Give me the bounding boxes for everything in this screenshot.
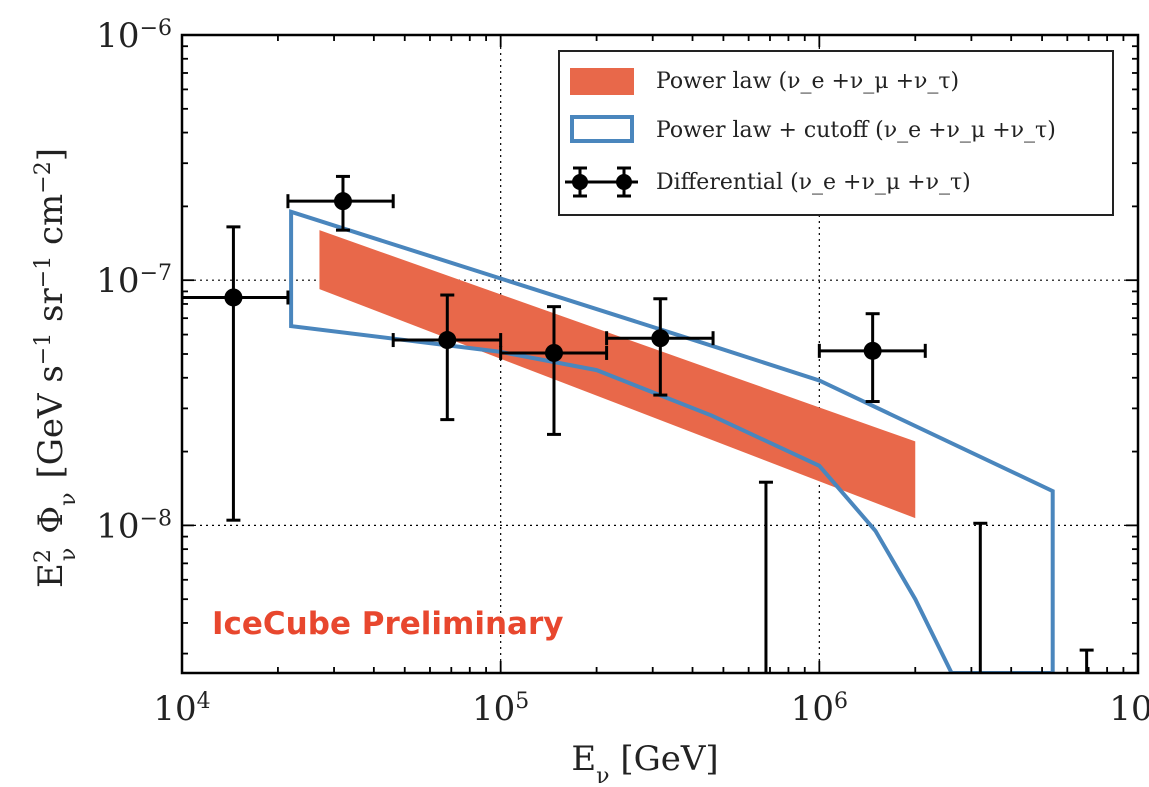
data-point — [605, 297, 715, 397]
legend-box — [558, 50, 1114, 216]
legend-label-power-law: Power law (ν_e +ν_μ +ν_τ) — [656, 69, 959, 94]
x-tick-label: 104 — [153, 689, 210, 730]
upper-limit — [973, 521, 988, 673]
y-tick-label: 10−8 — [96, 506, 172, 547]
y-tick-label: 10−6 — [96, 16, 172, 57]
power-law-band — [319, 230, 916, 519]
tick-labels: 104 105 106 107 10−8 10−7 10−6 — [96, 16, 1149, 730]
x-tick-label: 106 — [791, 689, 848, 730]
differential-points — [182, 174, 1094, 673]
legend-label-differential: Differential (ν_e +ν_μ +ν_τ) — [656, 170, 971, 195]
legend: Power law (ν_e +ν_μ +ν_τ) Power law + cu… — [558, 50, 1114, 216]
point-marker — [438, 331, 457, 350]
point-marker — [863, 341, 882, 360]
legend-label-power-law-cutoff: Power law + cutoff (ν_e +ν_μ +ν_τ) — [656, 118, 1056, 143]
data-point — [286, 174, 395, 232]
icecube-preliminary-annotation: IceCube Preliminary — [212, 606, 563, 642]
data-point — [817, 312, 927, 404]
upper-limit — [758, 480, 773, 673]
legend-swatch-differential — [565, 166, 638, 198]
point-marker — [333, 192, 352, 211]
y-axis-label: E2νΦν[GeV s−1 sr−1 cm−2] — [31, 148, 81, 588]
x-tick-label: 105 — [472, 689, 529, 730]
point-marker — [224, 288, 243, 307]
data-point — [499, 305, 609, 436]
axis-ticks — [181, 35, 1138, 673]
x-axis-label: Eν [GeV] — [571, 739, 718, 787]
data-point — [182, 225, 290, 522]
point-marker — [651, 329, 670, 348]
y-tick-label: 10−7 — [96, 261, 172, 302]
x-tick-label: 107 — [1109, 689, 1149, 730]
legend-swatch-power-law — [570, 68, 634, 95]
upper-limit — [1079, 648, 1094, 673]
point-marker — [544, 343, 563, 362]
power-law-cutoff-contour — [289, 209, 1055, 673]
legend-swatch-power-law-cutoff — [570, 115, 634, 143]
data-point — [391, 293, 503, 422]
